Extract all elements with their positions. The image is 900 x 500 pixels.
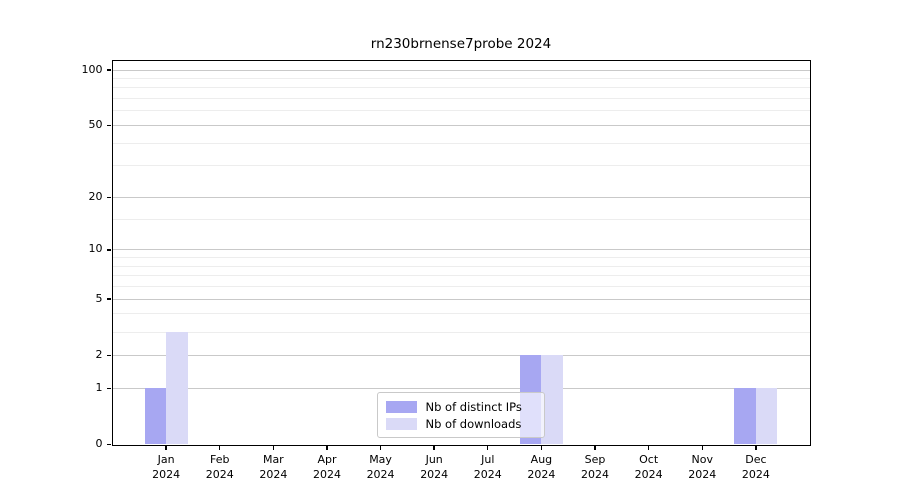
minor-gridline-40 (112, 142, 810, 144)
bar-nb-of-downloads-jan (166, 332, 188, 445)
legend: Nb of distinct IPs Nb of downloads (376, 391, 545, 438)
plot-area: 0 1 2 5 10 20 50 100 Jan 2024 Feb 2024 Mar 2024 Apr… (82, 59, 811, 481)
bar-nb-of-downloads-dec (755, 388, 778, 445)
major-gridline-10 (112, 249, 810, 251)
x-tick-apr (326, 446, 328, 450)
legend-swatch-distinct-ips-icon (385, 401, 417, 413)
minor-gridline-8 (112, 265, 810, 267)
x-tick-mar (272, 446, 275, 450)
x-tick-nov (701, 446, 703, 450)
minor-gridline-30 (112, 165, 810, 167)
bar-nb-of-distinct-ips-dec (734, 388, 756, 445)
y-tick-label-50: 50 (88, 117, 103, 131)
y-tick-label-0: 0 (95, 437, 103, 450)
minor-gridline-3 (112, 331, 810, 333)
minor-gridline-9 (112, 257, 810, 259)
minor-gridline-7 (112, 275, 810, 277)
y-tick-label-10: 10 (88, 242, 103, 256)
major-gridline-50 (112, 124, 810, 126)
x-tick-dec (755, 446, 757, 450)
x-tick-oct (647, 446, 650, 450)
legend-swatch-downloads-icon (385, 418, 417, 430)
major-gridline-100 (112, 69, 810, 71)
y-tick-1 (107, 387, 111, 389)
y-tick-5 (107, 298, 111, 300)
bar-nb-of-downloads-aug (541, 355, 563, 445)
minor-gridline-70 (112, 98, 810, 100)
x-tick-aug (540, 446, 543, 450)
x-tick-label-apr: Apr 2024 (312, 452, 341, 481)
x-tick-label-nov: Nov 2024 (688, 452, 717, 481)
x-tick-jan (165, 446, 167, 450)
y-tick-label-1: 1 (95, 380, 103, 394)
x-tick-label-dec: Dec 2024 (741, 452, 770, 481)
legend-item-downloads: Nb of downloads (385, 417, 536, 432)
minor-gridline-90 (112, 77, 810, 79)
x-tick-sep (594, 446, 596, 450)
major-gridline-20 (112, 196, 810, 198)
minor-gridline-15 (112, 219, 810, 220)
x-tick-label-sep: Sep 2024 (581, 452, 610, 481)
x-tick-label-may: May 2024 (366, 452, 395, 481)
y-tick-label-100: 100 (81, 62, 103, 76)
x-tick-label-jul: Jul 2024 (473, 452, 502, 481)
legend-item-distinct-ips: Nb of distinct IPs (385, 400, 536, 415)
minor-gridline-80 (112, 87, 810, 89)
legend-label-distinct-ips: Nb of distinct IPs (425, 400, 522, 414)
bar-nb-of-distinct-ips-jan (144, 388, 167, 445)
y-tick-2 (107, 354, 111, 357)
x-tick-label-oct: Oct 2024 (634, 452, 663, 481)
y-tick-20 (107, 196, 111, 199)
minor-gridline-6 (112, 286, 810, 288)
y-tick-label-2: 2 (95, 347, 103, 361)
y-tick-label-20: 20 (88, 189, 103, 203)
minor-gridline-60 (112, 110, 810, 112)
legend-label-downloads: Nb of downloads (425, 417, 522, 431)
y-tick-0 (107, 443, 111, 446)
x-tick-label-feb: Feb 2024 (205, 452, 234, 481)
x-tick-may (379, 446, 382, 450)
y-tick-50 (107, 124, 111, 127)
minor-gridline-4 (112, 313, 810, 315)
y-tick-label-5: 5 (95, 291, 103, 305)
x-tick-label-jun: Jun 2024 (420, 452, 449, 481)
major-gridline-1 (112, 387, 810, 389)
x-tick-feb (219, 446, 221, 450)
x-tick-label-aug: Aug 2024 (527, 452, 556, 481)
x-tick-label-jan: Jan 2024 (152, 452, 181, 481)
major-gridline-5 (112, 298, 810, 300)
y-tick-10 (107, 249, 111, 251)
major-gridline-2 (112, 354, 810, 356)
y-tick-100 (107, 69, 111, 71)
x-tick-label-mar: Mar 2024 (259, 452, 288, 481)
x-tick-jun (433, 446, 435, 450)
x-tick-jul (487, 446, 489, 450)
chart-title: rn230brnense7probe 2024 (370, 36, 552, 52)
